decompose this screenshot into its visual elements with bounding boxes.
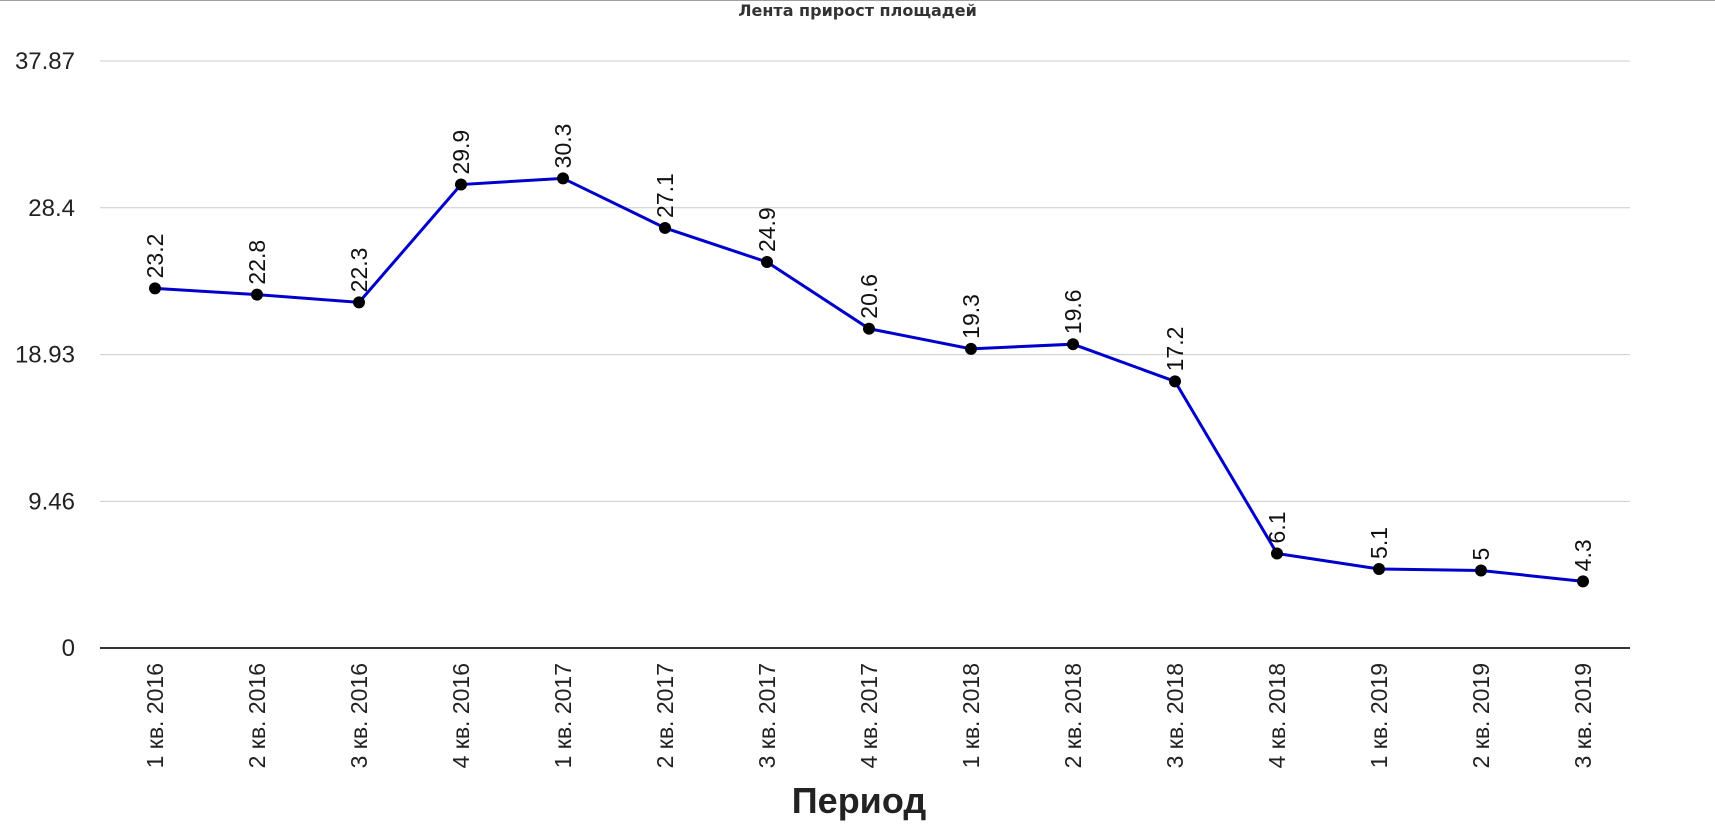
x-tick-label: 2 кв. 2018 bbox=[1060, 663, 1086, 768]
y-tick-label: 0 bbox=[62, 635, 75, 662]
chart-title: Лента прирост площадей bbox=[738, 1, 977, 20]
x-tick-label: 3 кв. 2018 bbox=[1162, 663, 1188, 768]
data-point bbox=[251, 288, 263, 301]
data-label: 24.9 bbox=[754, 207, 780, 252]
x-tick-label: 3 кв. 2017 bbox=[754, 663, 780, 768]
data-label: 30.3 bbox=[550, 124, 576, 169]
x-tick-label: 1 кв. 2019 bbox=[1366, 663, 1392, 768]
x-tick-label: 1 кв. 2016 bbox=[142, 663, 168, 768]
data-label: 23.2 bbox=[142, 234, 168, 279]
y-tick-label: 18.93 bbox=[15, 342, 75, 369]
series-line bbox=[154, 176, 1584, 583]
x-tick-label: 4 кв. 2018 bbox=[1264, 663, 1290, 768]
data-point bbox=[863, 322, 875, 335]
data-point bbox=[1577, 575, 1589, 588]
x-tick-label: 3 кв. 2019 bbox=[1570, 663, 1596, 768]
data-point bbox=[149, 282, 161, 295]
data-label: 22.3 bbox=[346, 248, 372, 293]
data-point bbox=[1067, 338, 1079, 351]
data-label: 19.6 bbox=[1060, 289, 1086, 334]
x-tick-label: 1 кв. 2017 bbox=[550, 663, 576, 768]
x-tick-label: 3 кв. 2016 bbox=[346, 663, 372, 768]
data-point bbox=[353, 296, 365, 309]
x-tick-label: 4 кв. 2016 bbox=[448, 663, 474, 768]
data-point bbox=[455, 178, 467, 191]
data-point bbox=[1169, 375, 1181, 388]
x-tick-label: 2 кв. 2019 bbox=[1468, 663, 1494, 768]
data-label: 4.3 bbox=[1570, 539, 1596, 571]
data-label: 27.1 bbox=[652, 173, 678, 218]
y-tick-label: 28.4 bbox=[28, 195, 75, 222]
x-tick-label: 2 кв. 2017 bbox=[652, 663, 678, 768]
data-point bbox=[965, 342, 977, 355]
data-label: 19.3 bbox=[958, 294, 984, 339]
top-border bbox=[0, 0, 1715, 1]
data-label: 29.9 bbox=[448, 130, 474, 175]
data-label: 20.6 bbox=[856, 274, 882, 319]
data-label: 6.1 bbox=[1264, 511, 1290, 543]
data-label: 5.1 bbox=[1366, 527, 1392, 559]
data-point bbox=[557, 172, 569, 185]
x-tick-label: 4 кв. 2017 bbox=[856, 663, 882, 768]
data-label: 22.8 bbox=[244, 240, 270, 285]
data-point bbox=[1373, 562, 1385, 575]
data-point bbox=[761, 256, 773, 269]
data-point bbox=[1271, 547, 1283, 560]
y-tick-label: 9.46 bbox=[28, 488, 75, 515]
x-tick-label: 2 кв. 2016 bbox=[244, 663, 270, 768]
x-tick-label: 1 кв. 2018 bbox=[958, 663, 984, 768]
data-point bbox=[659, 221, 671, 234]
data-label: 5 bbox=[1468, 548, 1494, 561]
x-axis-label: Период bbox=[792, 780, 927, 821]
data-label: 17.2 bbox=[1162, 327, 1188, 372]
y-tick-label: 37.87 bbox=[15, 48, 75, 75]
data-point bbox=[1475, 564, 1487, 577]
